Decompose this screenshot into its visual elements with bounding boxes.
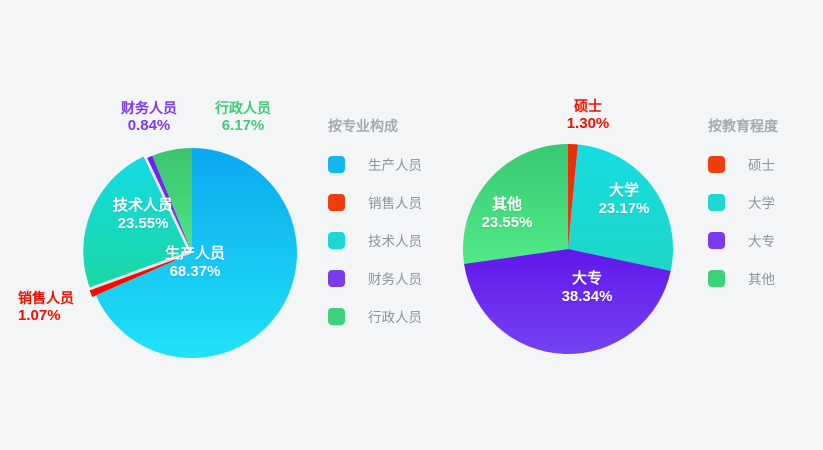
- pie-chart-by-profession: 财务人员 0.84% 行政人员 6.17% 销售人员 1.07%: [18, 100, 422, 359]
- legend-item-label: 大学: [748, 196, 775, 211]
- slice-label-shengchan: 生产人员 68.37%: [152, 245, 238, 281]
- pie-graphic-by-profession[interactable]: [83, 144, 299, 359]
- callout-value: 6.17%: [221, 116, 265, 134]
- pie-slice-行政人员[interactable]: [152, 148, 192, 253]
- legend-item-label: 硕士: [748, 158, 775, 173]
- pie-slices: [463, 144, 673, 355]
- legend-item-label: 行政人员: [368, 310, 422, 325]
- pie-slice-销售人员[interactable]: [89, 254, 189, 297]
- callout-value: 1.07%: [18, 306, 61, 324]
- pie-slice-生产人员[interactable]: [95, 148, 298, 358]
- legend-item-label: 其他: [748, 272, 775, 287]
- legend-item-daxue[interactable]: 大学: [708, 192, 778, 212]
- slice-label-jishu: 技术人员 23.55%: [100, 197, 186, 233]
- pie-slice-其他[interactable]: [463, 144, 568, 264]
- callout-xiaoshou: 销售人员 1.07%: [18, 290, 106, 324]
- callout-xingzheng: 行政人员 6.17%: [202, 100, 284, 134]
- callout-title: 行政人员: [215, 100, 271, 116]
- slice-label-value: 38.34%: [561, 288, 613, 305]
- legend-swatch-icon: [328, 307, 345, 325]
- slice-label-value: 68.37%: [169, 263, 221, 280]
- slice-label-title: 技术人员: [112, 197, 173, 214]
- callout-value: 1.30%: [566, 114, 610, 132]
- legend-swatch-icon: [328, 193, 345, 211]
- legend-item-dazhuan[interactable]: 大专: [708, 230, 778, 250]
- legend-swatch-icon: [708, 269, 725, 287]
- legend-item-xingzheng[interactable]: 行政人员: [328, 306, 422, 326]
- slice-label-title: 大学: [608, 182, 639, 199]
- legend-swatch-icon: [328, 155, 345, 173]
- pie-slice-财务人员[interactable]: [147, 155, 192, 253]
- pie-graphic-by-education[interactable]: [461, 140, 675, 355]
- callout-value: 0.84%: [127, 116, 171, 134]
- legend-by-education: 按教育程度 硕士 大学 大专 其他: [708, 116, 778, 288]
- pie-chart-by-education: 硕士 1.30%: [440, 0, 823, 450]
- pie-slices: [83, 148, 298, 358]
- legend-swatch-icon: [708, 193, 725, 211]
- legend-item-shuoshi[interactable]: 硕士: [708, 154, 778, 174]
- callout-title: 销售人员: [18, 290, 74, 306]
- legend-by-profession: 按专业构成 生产人员 销售人员 技术人员 财务人员 行政人员: [328, 116, 422, 326]
- legend-swatch-icon: [328, 231, 345, 249]
- pie-slice-技术人员[interactable]: [83, 156, 189, 288]
- callout-caiwu: 财务人员 0.84%: [108, 100, 190, 134]
- legend-item-label: 财务人员: [368, 272, 422, 287]
- legend-title: 按专业构成: [328, 118, 398, 134]
- callout-title: 财务人员: [121, 100, 177, 116]
- pie-slice-硕士[interactable]: [568, 144, 578, 249]
- slice-label-qita: 其他 23.55%: [464, 196, 550, 232]
- legend-item-label: 生产人员: [368, 158, 422, 173]
- legend-swatch-icon: [328, 269, 345, 287]
- legend-item-jishu[interactable]: 技术人员: [328, 230, 422, 250]
- slice-label-title: 大专: [571, 270, 602, 287]
- callout-shuoshi: 硕士 1.30%: [551, 98, 625, 132]
- legend-swatch-icon: [708, 155, 725, 173]
- legend-title: 按教育程度: [708, 118, 778, 134]
- callout-title: 硕士: [574, 98, 602, 114]
- slice-label-title: 其他: [491, 196, 522, 213]
- legend-swatch-icon: [708, 231, 725, 249]
- legend-item-xiaoshou[interactable]: 销售人员: [328, 192, 422, 212]
- slice-label-value: 23.55%: [117, 215, 169, 232]
- slice-label-value: 23.55%: [481, 214, 533, 231]
- pie-slice-大学[interactable]: [568, 144, 673, 271]
- slice-label-value: 23.17%: [598, 200, 650, 217]
- legend-item-shengchan[interactable]: 生产人员: [328, 154, 422, 174]
- legend-item-caiwu[interactable]: 财务人员: [328, 268, 422, 288]
- slice-label-title: 生产人员: [164, 245, 225, 262]
- legend-item-label: 大专: [748, 234, 775, 249]
- legend-item-label: 销售人员: [368, 196, 422, 211]
- slice-label-dazhuan: 大专 38.34%: [544, 270, 630, 306]
- slice-label-daxue: 大学 23.17%: [581, 182, 667, 218]
- legend-item-label: 技术人员: [368, 234, 422, 249]
- pie-slice-大专[interactable]: [464, 249, 671, 355]
- legend-item-qita[interactable]: 其他: [708, 268, 778, 288]
